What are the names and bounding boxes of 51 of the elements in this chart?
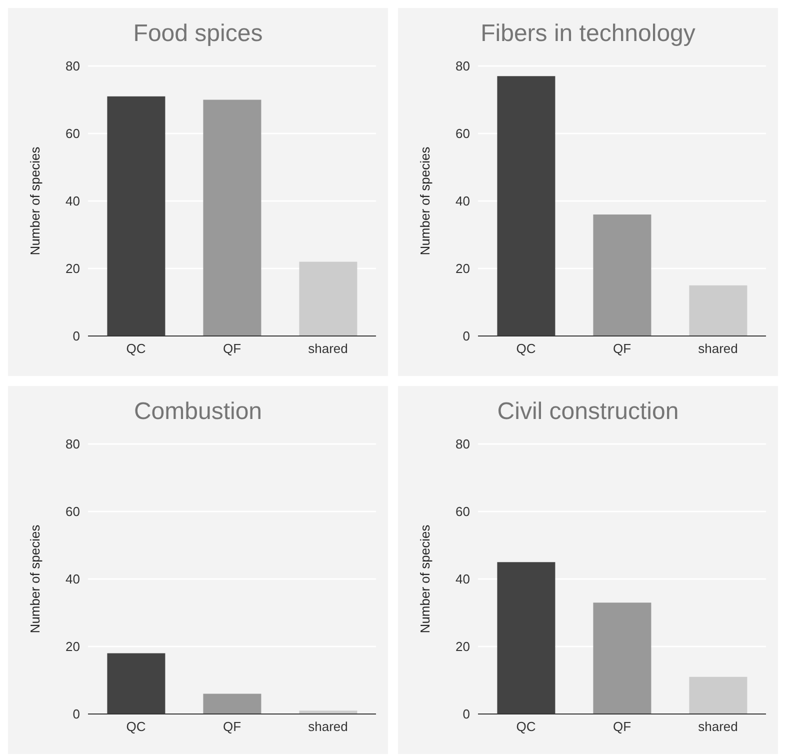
y-tick-label: 60 xyxy=(66,504,80,520)
x-tick-label: shared xyxy=(308,341,348,356)
y-axis-title: Number of species xyxy=(28,146,43,256)
x-tick-label: QF xyxy=(222,341,242,356)
bar xyxy=(497,562,556,714)
y-tick-label: 20 xyxy=(66,639,80,654)
chart-title: Food spices xyxy=(132,19,264,49)
y-tick-label: 0 xyxy=(72,328,80,344)
x-tick-label: QF xyxy=(612,719,632,734)
chart-title: Civil construction xyxy=(496,397,680,427)
bar xyxy=(689,285,748,336)
x-tick-label: shared xyxy=(698,341,738,356)
x-tick-label: QC xyxy=(516,341,536,356)
x-tick-label: shared xyxy=(698,719,738,734)
bar xyxy=(299,262,358,336)
bar xyxy=(497,76,556,336)
y-tick-label: 80 xyxy=(456,436,470,452)
y-tick-label: 0 xyxy=(462,328,470,344)
x-tick-label: QC xyxy=(126,341,146,356)
y-tick-label: 20 xyxy=(456,261,470,276)
chart-title: Combustion xyxy=(132,397,264,427)
y-tick-label: 20 xyxy=(456,639,470,654)
x-tick-label: QC xyxy=(516,719,536,734)
x-tick-label: QF xyxy=(222,719,242,734)
y-axis-title: Number of species xyxy=(418,146,433,256)
x-tick-label: QC xyxy=(126,719,146,734)
y-tick-label: 0 xyxy=(462,706,470,722)
y-tick-label: 80 xyxy=(66,436,80,452)
bar xyxy=(593,602,652,714)
y-tick-label: 40 xyxy=(66,572,80,587)
bar xyxy=(203,694,262,714)
y-tick-label: 20 xyxy=(66,261,80,276)
x-tick-label: shared xyxy=(308,719,348,734)
y-tick-label: 60 xyxy=(456,504,470,520)
y-tick-label: 40 xyxy=(456,194,470,209)
y-tick-label: 60 xyxy=(66,126,80,142)
y-axis-title: Number of species xyxy=(418,524,433,634)
y-tick-label: 80 xyxy=(456,58,470,74)
x-tick-label: QF xyxy=(612,341,632,356)
y-axis-title: Number of species xyxy=(28,524,43,634)
chart-title: Fibers in technology xyxy=(480,19,696,49)
bar xyxy=(203,100,262,336)
bar xyxy=(107,653,166,714)
bar xyxy=(107,96,166,336)
y-tick-label: 0 xyxy=(72,706,80,722)
y-tick-label: 40 xyxy=(66,194,80,209)
y-tick-label: 40 xyxy=(456,572,470,587)
y-tick-label: 80 xyxy=(66,58,80,74)
bar xyxy=(689,676,748,714)
bar xyxy=(593,214,652,336)
y-tick-label: 60 xyxy=(456,126,470,142)
